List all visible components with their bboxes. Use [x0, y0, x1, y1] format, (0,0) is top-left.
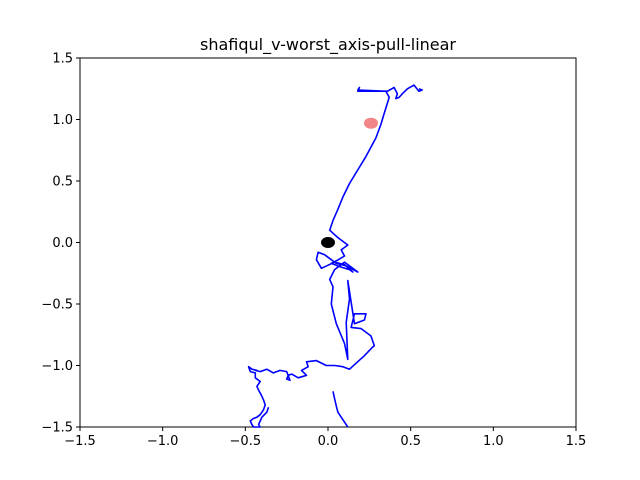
- y-tick-label: −1.0: [41, 359, 73, 374]
- x-tick-label: −0.5: [230, 434, 262, 449]
- plot-area: [247, 84, 423, 428]
- x-tick-label: 1.5: [566, 434, 587, 449]
- trajectory-line: [247, 84, 423, 428]
- goal-marker: [363, 117, 378, 129]
- x-tick-label: 0.0: [318, 434, 339, 449]
- x-tick-label: −1.5: [64, 434, 96, 449]
- x-axis: −1.5 −1.0 −0.5 0.0 0.5 1.0 1.5: [64, 427, 586, 449]
- start-marker: [321, 237, 335, 248]
- x-tick-label: −1.0: [147, 434, 179, 449]
- trajectory-tail: [332, 391, 349, 428]
- x-tick-label: 1.0: [483, 434, 504, 449]
- y-tick-label: 0.0: [52, 236, 73, 251]
- y-tick-label: 1.5: [52, 52, 73, 67]
- y-tick-label: 0.5: [52, 175, 73, 190]
- y-tick-label: 1.0: [52, 113, 73, 128]
- y-tick-label: −1.5: [41, 421, 73, 436]
- y-axis: −1.5 −1.0 −0.5 0.0 0.5 1.0 1.5: [41, 52, 80, 436]
- y-tick-label: −0.5: [41, 298, 73, 313]
- chart-title: shafiqul_v-worst_axis-pull-linear: [200, 35, 456, 55]
- x-tick-label: 0.5: [400, 434, 421, 449]
